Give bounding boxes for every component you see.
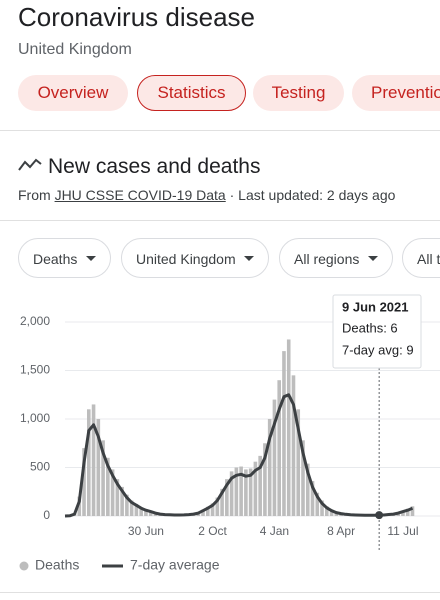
bar (129, 500, 134, 516)
bar (253, 461, 258, 516)
bar (401, 510, 405, 516)
dropdown[interactable]: Deaths (18, 238, 111, 278)
bar (210, 503, 215, 516)
bar (277, 380, 281, 516)
dropdown-label: Deaths (33, 251, 78, 267)
bar (301, 440, 305, 516)
bar (206, 506, 210, 516)
dropdown[interactable]: All t (402, 238, 440, 278)
bar (239, 466, 243, 516)
dropdown[interactable]: All regions (279, 238, 393, 278)
bar (144, 509, 148, 516)
section-title: New cases and deaths (48, 155, 261, 178)
legend-label: Deaths (35, 557, 79, 573)
divider (0, 592, 440, 593)
y-tick-label: 1,500 (20, 363, 50, 377)
bar (325, 506, 329, 516)
line (64, 393, 414, 518)
trend-icon (18, 158, 42, 171)
bar (267, 419, 272, 516)
dropdown-label: United Kingdom (136, 251, 236, 267)
tooltip-line: Deaths: 6 (342, 320, 398, 335)
dropdown-label: All t (417, 251, 440, 267)
bar (296, 409, 301, 516)
source-prefix: From (18, 187, 51, 203)
legend-label: 7-day average (130, 557, 220, 573)
source-link[interactable]: JHU CSSE COVID-19 Data (54, 187, 226, 203)
bar (405, 508, 410, 516)
dropdown[interactable]: United Kingdom (121, 238, 269, 278)
x-tick-label: 4 Jan (260, 524, 289, 538)
y-tick-label: 500 (30, 460, 50, 474)
bar (110, 469, 115, 516)
bar (329, 509, 334, 516)
bar (125, 494, 129, 516)
bar (229, 471, 234, 516)
bar (286, 339, 291, 516)
subtitle: United Kingdom (18, 41, 132, 58)
bar (272, 399, 277, 516)
updated: · Last updated: 2 days ago (229, 187, 396, 203)
divider (0, 220, 440, 221)
tooltip: 9 Jun 2021 Deaths: 6 7-day avg: 9 (332, 294, 422, 369)
bar (96, 419, 101, 516)
bar (106, 457, 110, 516)
bar (282, 351, 286, 516)
bar (134, 503, 139, 516)
x-tick-label: 11 Jul (387, 524, 418, 538)
bar (248, 468, 253, 516)
bar (320, 500, 324, 516)
x-tick-label: 8 Apr (327, 524, 355, 538)
bar (148, 511, 153, 516)
bar (139, 507, 143, 516)
bar (115, 479, 120, 516)
tooltip-box (332, 294, 422, 369)
bar (305, 463, 310, 516)
bar (201, 509, 205, 516)
bar (82, 448, 86, 516)
dropdown-label: All regions (294, 251, 360, 267)
tab[interactable]: Preventio (352, 75, 440, 111)
bar (77, 496, 82, 516)
chart: 0 500 1,000 1,500 2,000 30 Jun 2 Oct 4 Jan 8 Apr… (19, 294, 440, 573)
page-title: Coronavirus disease (18, 2, 256, 32)
bar (215, 497, 220, 516)
hover-marker (375, 511, 384, 520)
bar (91, 404, 96, 516)
source-line: From JHU CSSE COVID-19 Data · Last updat… (18, 187, 395, 203)
bar (263, 443, 267, 516)
bar (244, 469, 248, 516)
tab[interactable]: Overview (18, 75, 128, 111)
tab[interactable]: Statistics (137, 75, 246, 111)
bar (225, 479, 229, 516)
bar (87, 409, 91, 516)
bar (315, 492, 320, 516)
tooltip-line: 7-day avg: 9 (342, 342, 414, 357)
bar (234, 467, 239, 516)
bar (310, 481, 315, 516)
x-tick-label: 30 Jun (128, 524, 164, 538)
bar (120, 486, 124, 516)
y-tick-label: 1,000 (20, 411, 50, 425)
bar (410, 506, 415, 516)
tab[interactable]: Testing (253, 75, 344, 111)
bar (291, 375, 296, 516)
divider (0, 130, 440, 131)
x-tick-label: 2 Oct (198, 524, 227, 538)
legend-swatch (19, 561, 29, 571)
bar (258, 455, 262, 516)
bar (101, 440, 105, 516)
bar (220, 488, 224, 516)
y-tick-label: 0 (43, 508, 50, 522)
y-tick-label: 2,000 (20, 314, 50, 328)
tooltip-title: 9 Jun 2021 (342, 299, 409, 314)
